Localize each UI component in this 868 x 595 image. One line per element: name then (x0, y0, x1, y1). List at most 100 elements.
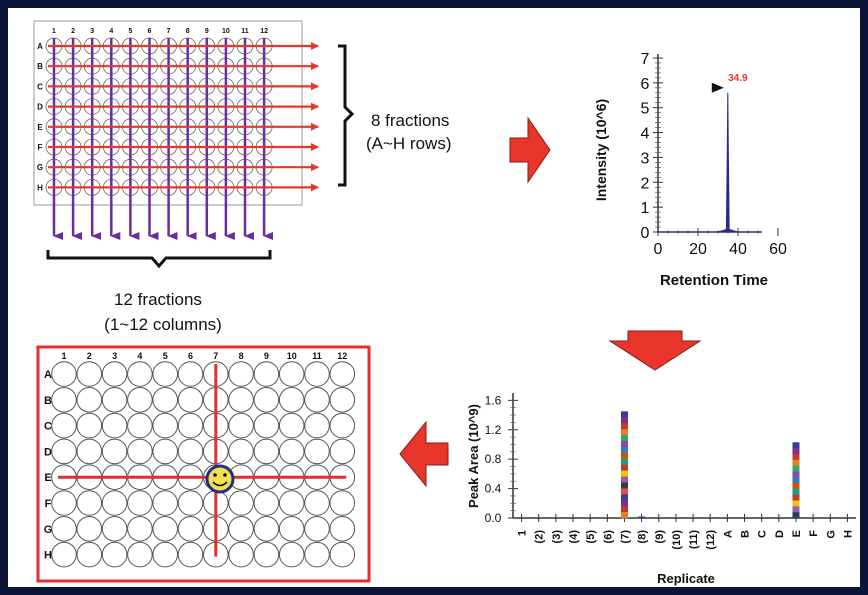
bottom-plate-row-label: H (44, 550, 52, 562)
column-brace-label-line1: 12 fractions (114, 290, 202, 309)
well (304, 412, 330, 439)
top-plate-column-label: 11 (241, 28, 249, 35)
peak-area-bar-segment (792, 483, 800, 490)
well (228, 361, 254, 387)
well (253, 387, 280, 413)
peak-area-bar-segment (638, 516, 646, 519)
top-plate-row-label: F (38, 143, 43, 152)
top-plate-row-label: E (37, 123, 43, 132)
well (228, 541, 254, 568)
well (228, 412, 254, 439)
well (76, 361, 103, 387)
bottom-plate-column-label: 6 (188, 351, 193, 361)
well (76, 490, 103, 516)
well (278, 361, 305, 387)
well (51, 516, 77, 542)
chromatogram-x-axis-label: Retention Time (660, 272, 768, 289)
chromatogram-y-tick-label: 7 (641, 51, 650, 68)
well (304, 361, 330, 387)
peak-area-x-tick-label: (6) (602, 530, 614, 544)
peak-area-x-tick-label: C (757, 530, 769, 538)
peak-area-x-tick-label: G (825, 530, 837, 539)
peak-area-bar-segment (620, 423, 628, 430)
peak-area-bar-segment (620, 488, 628, 495)
peak-area-bar-segment (620, 435, 628, 442)
top-plate-row-label: D (37, 103, 43, 112)
well (304, 516, 330, 542)
chromatogram-y-tick-label: 5 (641, 101, 650, 118)
column-brace-label-line2: (1~12 columns) (104, 315, 222, 334)
well (101, 361, 128, 387)
peak-area-y-tick-label: 0.4 (485, 482, 502, 496)
peak-area-x-tick-label: D (774, 530, 786, 538)
well (329, 516, 356, 542)
bottom-plate-column-label: 2 (87, 351, 92, 361)
well (101, 412, 128, 439)
bottom-plate-row-label: D (44, 446, 52, 458)
peak-area-bar-segment (620, 476, 628, 483)
peak-area-x-tick-label: (8) (637, 530, 649, 544)
peak-area-x-tick-label: (2) (534, 530, 546, 544)
well (76, 438, 103, 465)
chromatogram-x-tick-label: 40 (729, 241, 747, 258)
bottom-plate-column-labels: 1 2 3 4 5 6 7 8 9 10 11 12 (61, 351, 347, 361)
well (51, 541, 77, 568)
well (51, 438, 77, 465)
well (127, 412, 153, 439)
row-brace (338, 44, 355, 187)
well (101, 541, 128, 568)
peak-area-bar-segment (620, 429, 628, 436)
well (127, 490, 153, 516)
well (253, 516, 280, 542)
well (152, 541, 178, 568)
bottom-plate-column-label: 5 (163, 351, 168, 361)
peak-area-y-axis-label: Peak Area (10^9) (466, 404, 481, 508)
top-plate-column-label: 12 (260, 28, 268, 35)
well (177, 412, 204, 439)
well (278, 516, 305, 542)
peak-area-x-tick-label: A (722, 530, 734, 538)
well (177, 541, 204, 568)
well (177, 361, 204, 387)
well (152, 490, 178, 516)
peak-area-bar-segment (620, 452, 628, 460)
well (304, 387, 330, 413)
well (329, 412, 356, 439)
bottom-plate-column-label: 4 (137, 351, 142, 361)
well (177, 516, 204, 542)
peak-area-bar-segment (620, 411, 628, 418)
bottom-plate-row-label: C (44, 421, 52, 433)
peak-area-bar-segment (792, 442, 800, 449)
well (329, 387, 356, 413)
chromatogram-y-tick-label: 0 (641, 225, 650, 242)
well (51, 490, 77, 516)
peak-area-x-tick-label: (12) (705, 530, 717, 550)
well (127, 541, 153, 568)
well (228, 516, 254, 542)
peak-area-bar-segment (792, 471, 800, 478)
top-plate-column-labels: 1 2 3 4 5 6 7 8 9 10 11 12 (52, 28, 268, 35)
peak-area-x-tick-label: H (842, 530, 854, 538)
smiley-face-icon (205, 464, 235, 494)
peak-area-bar-segment (620, 506, 628, 513)
well (152, 387, 178, 413)
bottom-plate-column-label: 10 (287, 351, 297, 361)
top-plate-row-label: C (37, 82, 43, 91)
peak-area-bar-segment (792, 512, 800, 519)
peak-area-bar-segment (792, 488, 800, 495)
peak-area-bar-segment (792, 448, 800, 455)
bottom-plate-row-label: E (44, 472, 51, 484)
well (76, 412, 103, 439)
top-plate-row-label: G (37, 163, 43, 172)
bottom-plate-column-label: 12 (337, 351, 347, 361)
peak-area-x-tick-label: (7) (619, 530, 631, 544)
top-plate-column-label: 4 (109, 28, 113, 35)
top-plate-column-label: 6 (148, 28, 152, 35)
peak-area-y-tick-label: 0.8 (485, 452, 502, 466)
red-block-arrow-right (509, 116, 551, 184)
peak-area-x-tick-label: 1 (517, 530, 529, 536)
top-plate-row-labels: A B C D E F G H (37, 42, 43, 192)
well (127, 438, 153, 465)
